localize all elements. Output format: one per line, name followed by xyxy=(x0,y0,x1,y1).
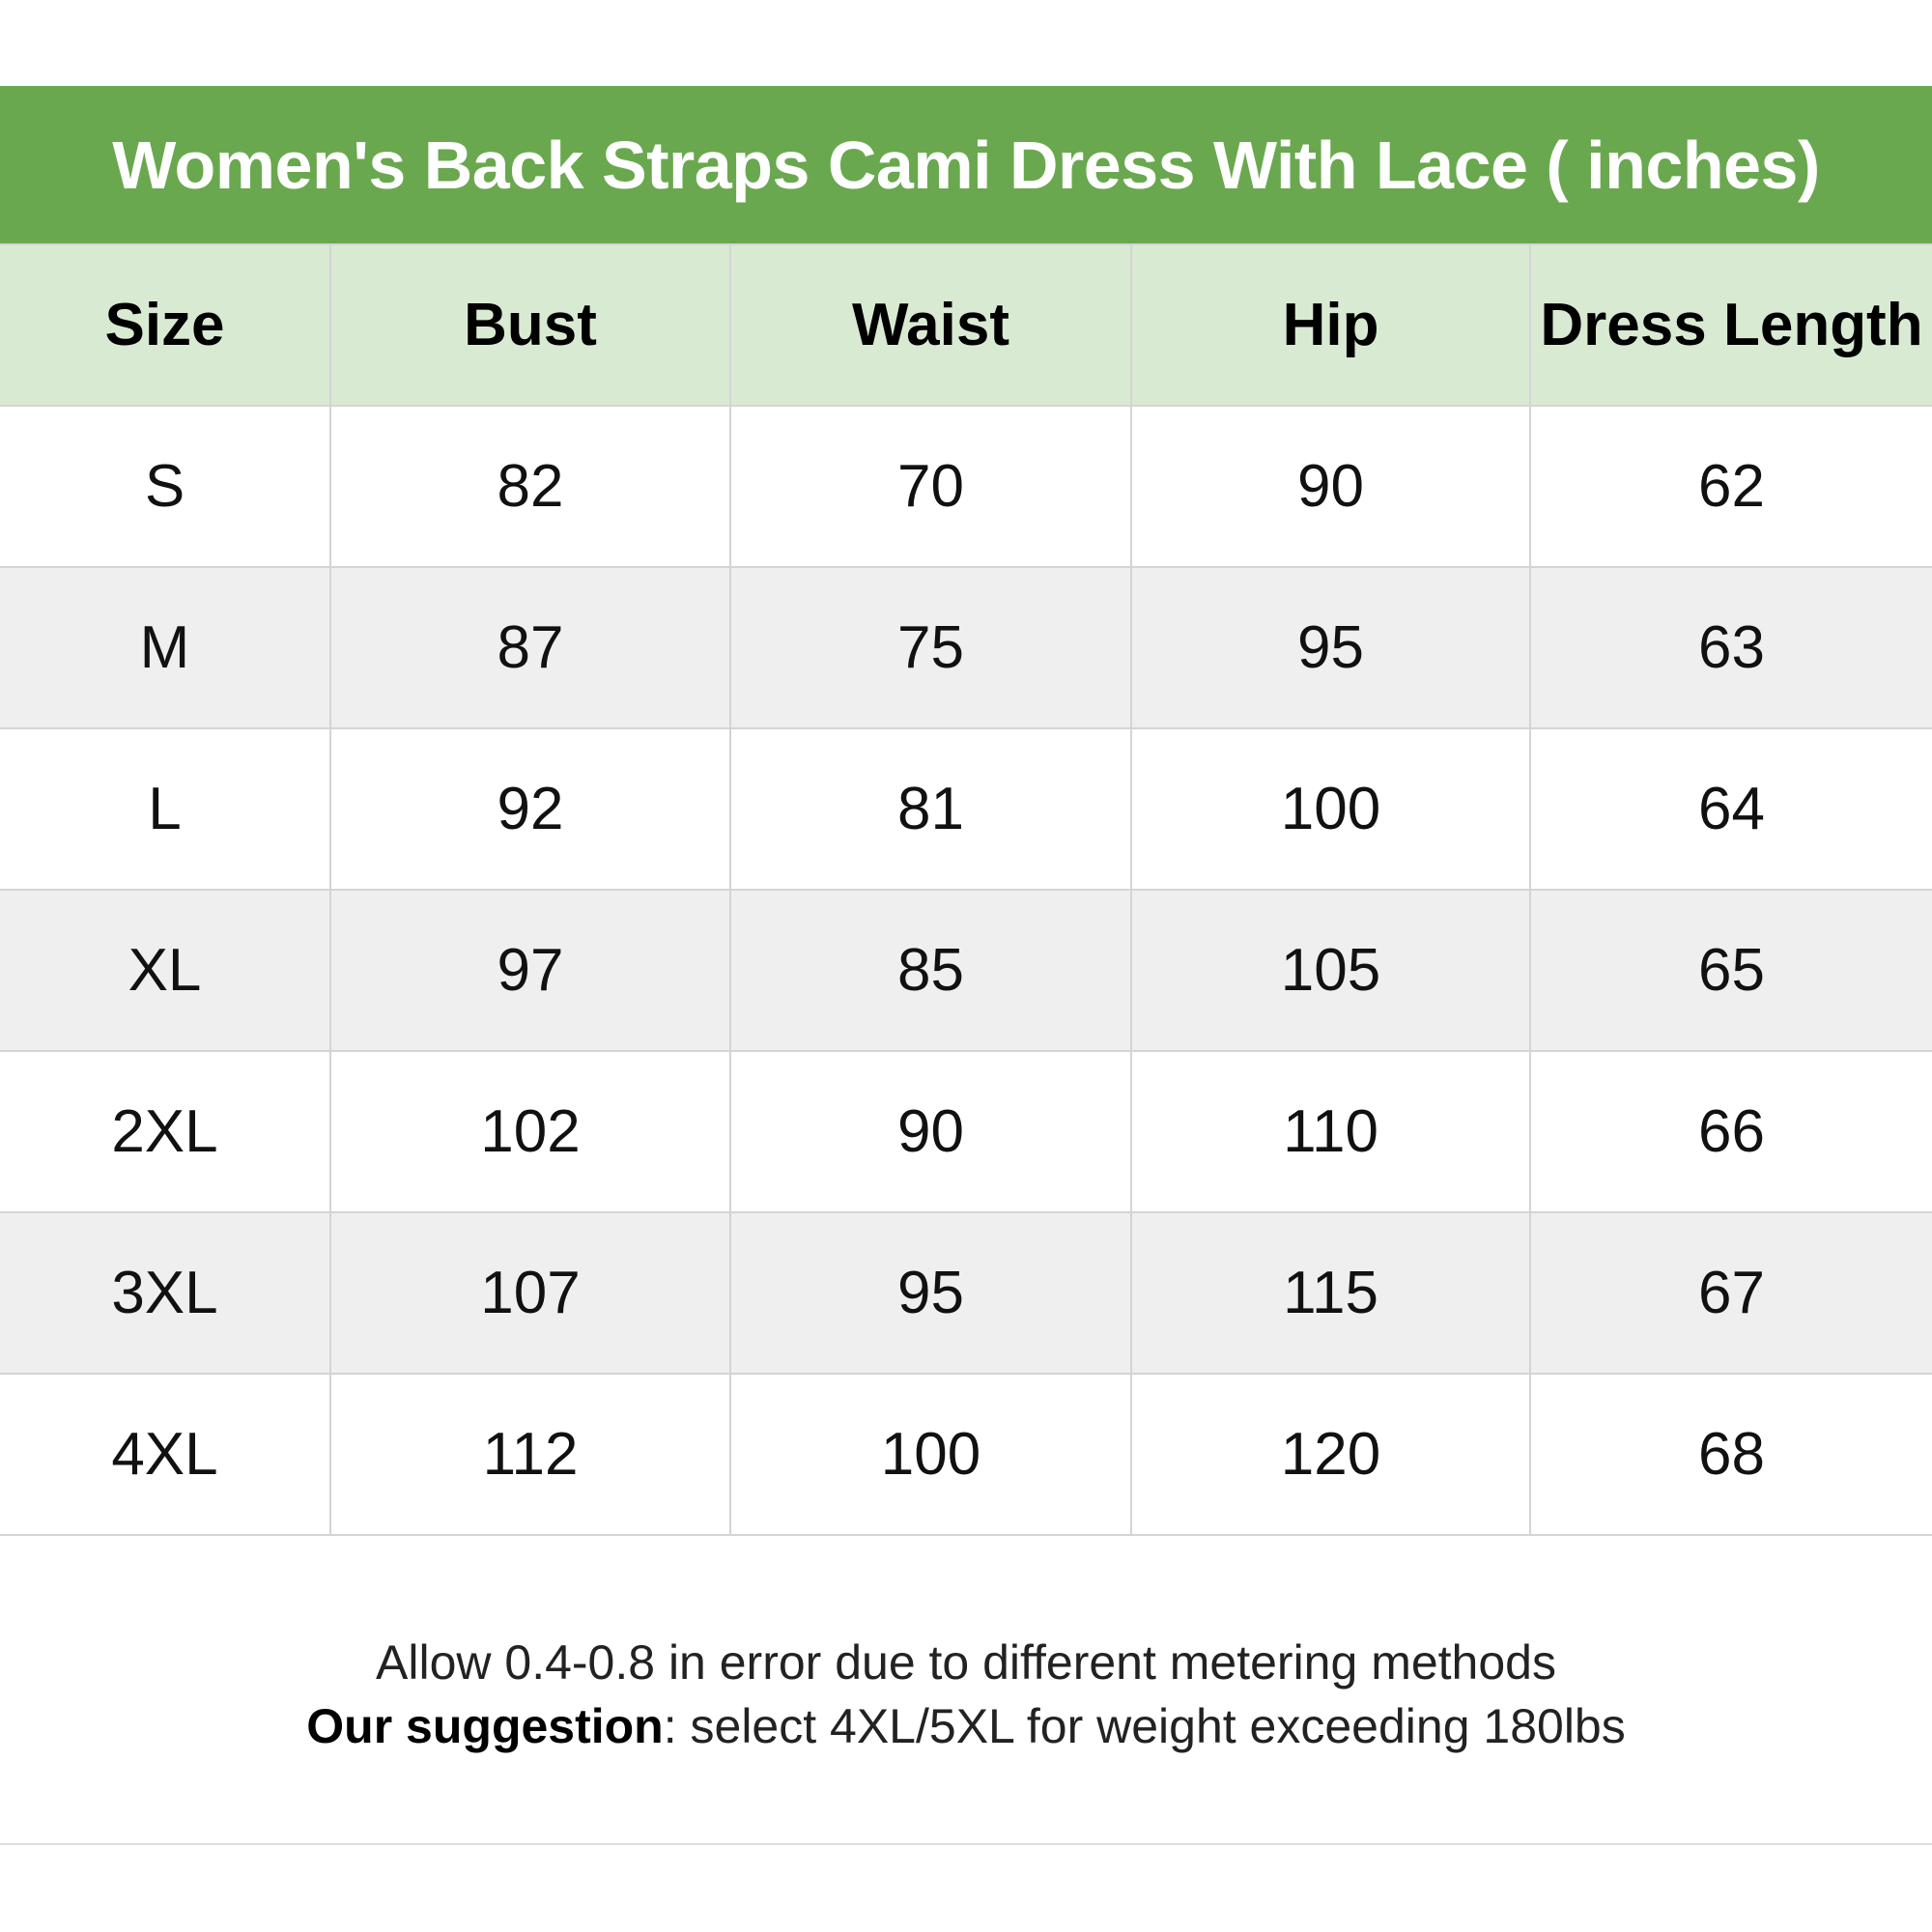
table-row: S 82 70 90 62 xyxy=(0,405,1932,568)
suggestion-note: Our suggestion: select 4XL/5XL for weigh… xyxy=(306,1694,1625,1758)
size-table: Size Bust Waist Hip Dress Length S 82 70 90… xyxy=(0,243,1932,1536)
suggestion-label: Our suggestion xyxy=(306,1699,664,1753)
table-row: L 92 81 100 64 xyxy=(0,727,1932,891)
cell-bust: 112 xyxy=(329,1373,731,1536)
cell-hip: 115 xyxy=(1130,1211,1531,1375)
header-dress-length: Dress Length xyxy=(1529,243,1932,407)
cell-dress-length: 66 xyxy=(1529,1050,1932,1213)
footer-notes: Allow 0.4-0.8 in error due to different … xyxy=(0,1526,1932,1845)
cell-bust: 87 xyxy=(329,566,731,729)
cell-size: S xyxy=(0,405,331,568)
table-row: 3XL 107 95 115 67 xyxy=(0,1211,1932,1375)
cell-dress-length: 64 xyxy=(1529,727,1932,891)
cell-size: 3XL xyxy=(0,1211,331,1375)
cell-dress-length: 62 xyxy=(1529,405,1932,568)
header-waist: Waist xyxy=(729,243,1132,407)
cell-bust: 107 xyxy=(329,1211,731,1375)
header-hip: Hip xyxy=(1130,243,1531,407)
cell-size: XL xyxy=(0,889,331,1052)
cell-waist: 95 xyxy=(729,1211,1132,1375)
table-row: M 87 75 95 63 xyxy=(0,566,1932,729)
header-row: Size Bust Waist Hip Dress Length xyxy=(0,243,1932,407)
cell-dress-length: 67 xyxy=(1529,1211,1932,1375)
cell-waist: 85 xyxy=(729,889,1132,1052)
header-size: Size xyxy=(0,243,331,407)
cell-waist: 75 xyxy=(729,566,1132,729)
cell-bust: 102 xyxy=(329,1050,731,1213)
cell-hip: 90 xyxy=(1130,405,1531,568)
table-row: XL 97 85 105 65 xyxy=(0,889,1932,1052)
cell-dress-length: 65 xyxy=(1529,889,1932,1052)
table-row: 4XL 112 100 120 68 xyxy=(0,1373,1932,1536)
cell-bust: 82 xyxy=(329,405,731,568)
cell-waist: 100 xyxy=(729,1373,1132,1536)
cell-size: M xyxy=(0,566,331,729)
cell-size: 2XL xyxy=(0,1050,331,1213)
cell-hip: 110 xyxy=(1130,1050,1531,1213)
cell-size: L xyxy=(0,727,331,891)
cell-hip: 120 xyxy=(1130,1373,1531,1536)
cell-waist: 81 xyxy=(729,727,1132,891)
error-note: Allow 0.4-0.8 in error due to different … xyxy=(376,1635,1556,1690)
cell-size: 4XL xyxy=(0,1373,331,1536)
table-row: 2XL 102 90 110 66 xyxy=(0,1050,1932,1213)
cell-waist: 70 xyxy=(729,405,1132,568)
header-bust: Bust xyxy=(329,243,731,407)
cell-dress-length: 63 xyxy=(1529,566,1932,729)
cell-bust: 92 xyxy=(329,727,731,891)
cell-bust: 97 xyxy=(329,889,731,1052)
chart-title: Women's Back Straps Cami Dress With Lace… xyxy=(0,86,1932,243)
cell-hip: 100 xyxy=(1130,727,1531,891)
suggestion-text: : select 4XL/5XL for weight exceeding 18… xyxy=(663,1699,1626,1753)
cell-hip: 105 xyxy=(1130,889,1531,1052)
cell-waist: 90 xyxy=(729,1050,1132,1213)
cell-dress-length: 68 xyxy=(1529,1373,1932,1536)
cell-hip: 95 xyxy=(1130,566,1531,729)
